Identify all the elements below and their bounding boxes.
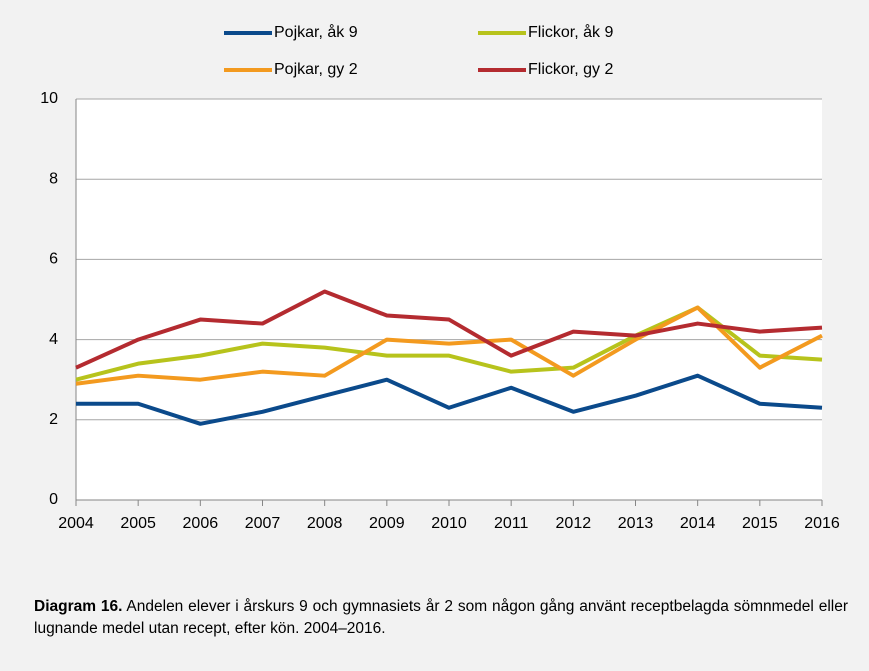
y-tick-label: 2	[49, 411, 58, 428]
x-tick-label: 2011	[494, 515, 529, 532]
caption-text: Andelen elever i årskurs 9 och gymnasiet…	[34, 598, 848, 637]
x-tick-label: 2005	[120, 515, 156, 532]
x-tick-label: 2012	[556, 515, 592, 532]
y-tick-label: 4	[49, 331, 58, 348]
x-tick-label: 2008	[307, 515, 343, 532]
legend-label: Pojkar, åk 9	[274, 23, 358, 41]
x-tick-label: 2016	[804, 515, 840, 532]
x-tick-label: 2015	[742, 515, 778, 532]
chart: 0 2 4 6 8 10 2004 2005 2006 2007 2008 2009 2010 2011 2…	[40, 23, 840, 532]
x-tick-label: 2014	[680, 515, 716, 532]
plot-area	[76, 99, 822, 500]
data-line	[76, 373, 823, 426]
caption: Diagram 16. Andelen elever i årskurs 9 o…	[34, 596, 848, 640]
x-tick-label: 2007	[245, 515, 281, 532]
caption-label: Diagram 16.	[34, 598, 123, 615]
legend-label: Pojkar, gy 2	[274, 61, 358, 78]
y-tick-label: 10	[40, 90, 58, 107]
data-line	[75, 289, 823, 370]
y-tick-label: 0	[49, 491, 58, 508]
y-tick-label: 6	[49, 251, 58, 268]
x-tick-label: 2013	[618, 515, 654, 532]
x-tick-label: 2009	[369, 515, 405, 532]
data-line	[75, 305, 823, 386]
legend-label: Flickor, gy 2	[528, 61, 613, 78]
legend-label: Flickor, åk 9	[528, 23, 613, 41]
x-tick-label: 2010	[431, 515, 467, 532]
y-tick-label: 8	[49, 170, 58, 187]
x-tick-label: 2006	[183, 515, 219, 532]
x-tick-label: 2004	[58, 515, 94, 532]
